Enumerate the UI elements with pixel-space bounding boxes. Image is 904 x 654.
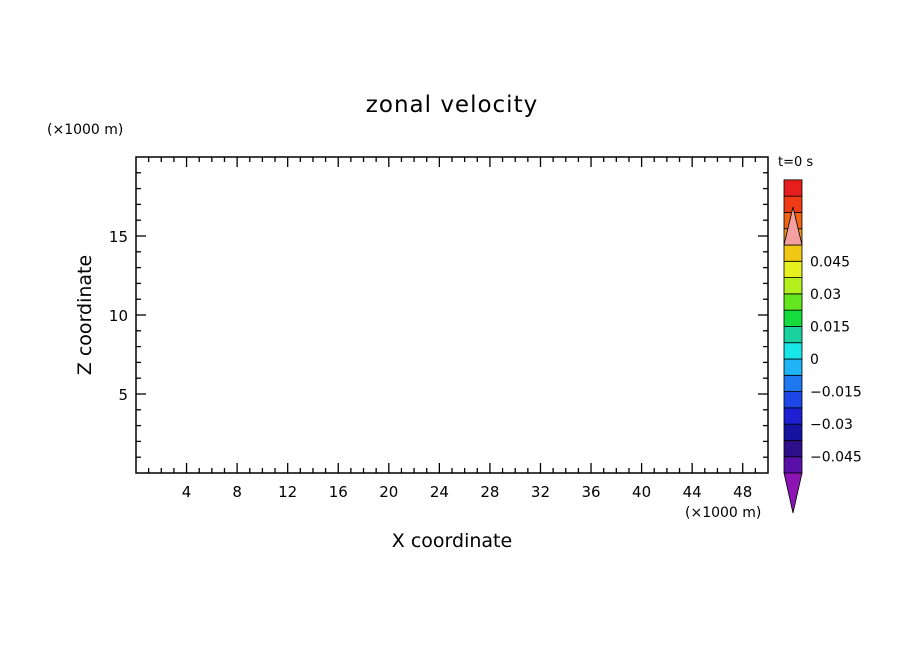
x-tick-label: 12 (278, 483, 297, 501)
colorbar-swatch (783, 358, 803, 376)
colorbar-swatch (783, 179, 803, 197)
x-tick-label: 44 (683, 483, 702, 501)
x-tick-label: 8 (232, 483, 242, 501)
colorbar-swatch (783, 374, 803, 392)
colorbar (783, 179, 803, 514)
colorbar-swatch (783, 277, 803, 295)
x-tick-label: 24 (430, 483, 449, 501)
y-tick-label: 5 (118, 386, 128, 404)
axis-ticks (136, 157, 768, 473)
y-axis-unit: (×1000 m) (47, 122, 123, 138)
colorbar-tick-label: 0.015 (810, 319, 850, 335)
x-axis-unit: (×1000 m) (685, 505, 761, 521)
x-tick-label: 16 (329, 483, 348, 501)
x-tick-label: 40 (632, 483, 651, 501)
colorbar-swatch (783, 342, 803, 360)
colorbar-swatch (783, 391, 803, 409)
x-tick-label: 32 (531, 483, 550, 501)
colorbar-over-arrow (783, 206, 803, 246)
y-tick-labels: 5 10 15 (109, 228, 128, 404)
colorbar-swatch (783, 260, 803, 278)
colorbar-tick-label: 0 (810, 352, 819, 368)
plot-area (135, 156, 769, 474)
colorbar-swatch (783, 326, 803, 344)
x-tick-label: 48 (733, 483, 752, 501)
x-tick-label: 4 (182, 483, 192, 501)
colorbar-tick-label: −0.045 (810, 450, 862, 466)
x-axis-label: X coordinate (392, 530, 512, 552)
x-tick-label: 36 (581, 483, 600, 501)
colorbar-tick-labels: 0.045 0.03 0.015 0 −0.015 −0.03 −0.045 (810, 254, 862, 465)
time-label: t=0 s (778, 155, 813, 170)
y-axis-label: Z coordinate (74, 255, 96, 375)
y-tick-label: 15 (109, 228, 128, 246)
colorbar-swatch (783, 456, 803, 474)
colorbar-swatch (783, 423, 803, 441)
y-tick-label: 10 (109, 307, 128, 325)
colorbar-tick-label: 0.045 (810, 254, 850, 270)
colorbar-tick-label: 0.03 (810, 287, 841, 303)
x-tick-labels: 4 8 12 16 20 24 28 32 36 40 44 48 (182, 483, 752, 501)
colorbar-swatch (783, 407, 803, 425)
colorbar-swatch (783, 244, 803, 262)
colorbar-tick-label: −0.015 (810, 385, 862, 401)
x-tick-label: 28 (480, 483, 499, 501)
x-tick-label: 20 (379, 483, 398, 501)
colorbar-swatch (783, 309, 803, 327)
chart-title: zonal velocity (366, 92, 538, 118)
colorbar-under-arrow (783, 472, 803, 514)
colorbar-swatch (783, 293, 803, 311)
colorbar-swatch (783, 440, 803, 458)
colorbar-tick-label: −0.03 (810, 417, 853, 433)
